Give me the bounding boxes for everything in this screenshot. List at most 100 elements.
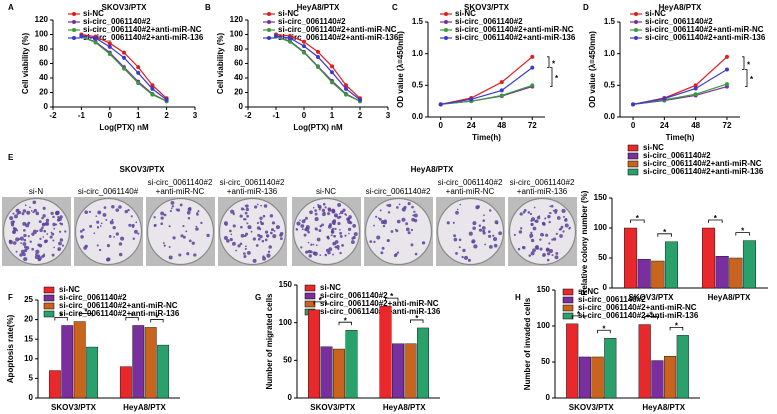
colony [305,250,309,254]
colony [250,230,253,233]
point [122,55,126,60]
panel-letter: C [392,3,398,12]
colony [459,203,462,206]
bar [333,348,345,399]
colony [331,228,334,231]
colony [80,235,84,239]
point [499,88,504,93]
colony [57,247,62,251]
colony [314,217,319,222]
colony [300,246,303,249]
point [107,44,112,49]
colony [527,211,531,214]
colony [169,209,172,213]
bar [742,240,757,289]
colony [82,228,85,232]
point [93,36,98,41]
colony [270,228,275,232]
colony [256,226,261,230]
legend-label: si-NC [645,9,666,18]
x-tick-label: 0 [631,121,636,130]
colony [333,234,336,238]
colony [532,226,537,231]
colony [483,214,485,217]
colony [12,212,15,215]
point [499,93,504,98]
colony [331,220,336,225]
colony [22,242,27,246]
legend-label: si-circ_0061140#2+anti-miR-NC [645,25,764,34]
legend-marker [444,28,448,32]
colony [530,231,533,235]
colony [200,221,203,225]
legend-label: si-circ_0061140#2 [455,17,523,26]
colony [296,221,301,226]
colony [8,239,12,243]
colony [127,208,130,212]
colony [550,204,554,208]
point [693,86,698,91]
bar [715,256,729,289]
colony [96,220,100,224]
x-axis-label: Time(h) [666,133,695,142]
legend-label: si-circ_0061140#2 [643,151,711,160]
colony [307,241,310,244]
colony [96,244,99,247]
colony [531,222,534,226]
point [150,92,155,97]
point [330,64,334,69]
legend-swatch [43,286,55,294]
colony [265,234,270,238]
y-tick-label: 20 [24,315,33,324]
line [440,56,533,105]
legend-marker [72,36,76,40]
y-tick-label: 0.5 [412,80,424,89]
legend-label: si-circ_0061140#2+anti-miR-NC [320,299,439,308]
bar [664,356,677,399]
y-tick-label: 0 [29,393,34,402]
colony [272,234,277,239]
y-tick-label: 100 [230,30,244,39]
legend-label: si-circ_0061140#2+anti-miR-NC [643,159,762,168]
colony [478,224,482,227]
colony [323,211,326,214]
colony [33,208,38,213]
colony [539,238,542,241]
y-axis-label: OD value (λ=450nm) [396,31,405,108]
y-tick-label: 80 [39,44,48,53]
colony [52,239,55,242]
colony [387,203,392,208]
colony [113,235,115,238]
colony [264,238,268,242]
plate-label: si-NC [316,187,336,196]
plate-label: si-circ_0061140#2 [366,187,431,196]
colony [472,226,476,230]
colony [565,217,568,220]
legend-label: si-circ_0061140#2 [278,17,346,26]
legend-marker [267,28,271,32]
colony [247,225,252,230]
colony [50,211,54,215]
colony [410,228,414,232]
x-axis-label: Log(PTX) nM [293,123,343,132]
significance-bracket [597,329,611,334]
colony [411,205,414,209]
x-tick-label: 1 [330,111,335,120]
y-axis-label: OD value (λ=450nm) [588,31,597,108]
significance: * [602,324,606,333]
colony [378,217,382,221]
colony [106,244,111,248]
colony [517,247,521,251]
colony [108,234,112,238]
colony [317,204,322,209]
panel-letter: A [8,3,14,12]
colony [256,221,260,225]
colony [379,209,382,212]
legend-label: si-circ_0061140#2+anti-miR-136 [455,33,576,42]
colony [182,235,186,239]
colony [30,210,33,212]
line [440,84,533,105]
y-tick-label: 20 [234,88,243,97]
colony [462,248,466,253]
colony [57,216,60,219]
